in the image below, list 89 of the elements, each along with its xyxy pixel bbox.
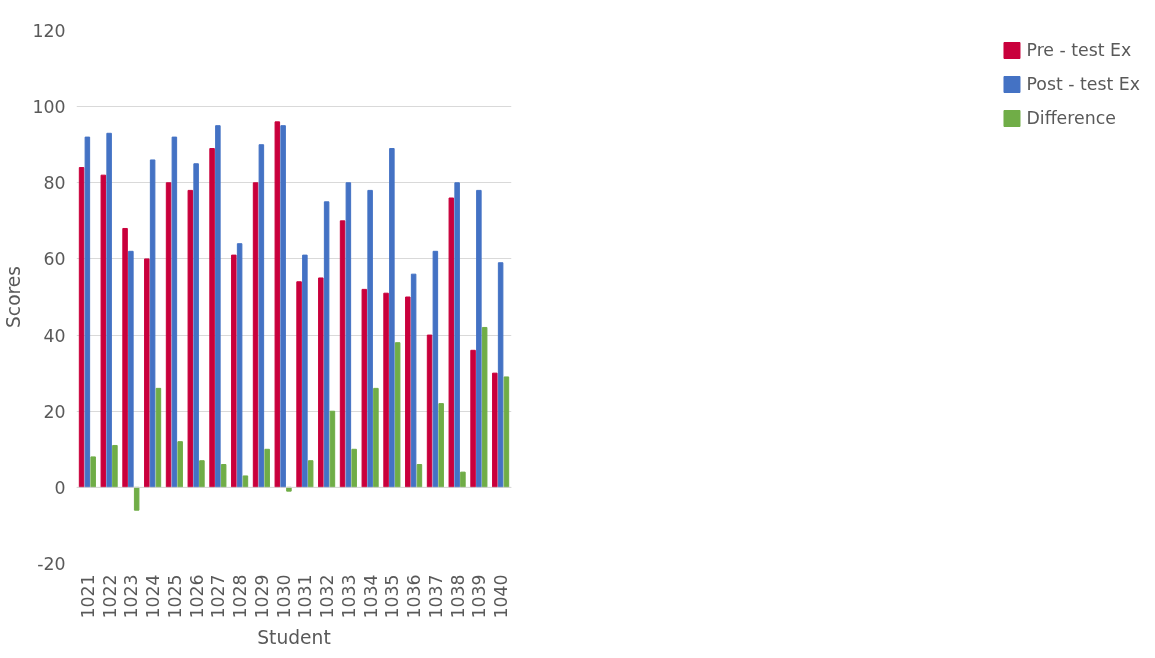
bar [405, 296, 411, 488]
bar [351, 448, 357, 488]
x-tick-label: 1027 [208, 574, 229, 619]
bar [187, 189, 194, 488]
bar [128, 250, 134, 488]
bar [280, 125, 286, 488]
x-tick-label: 1032 [317, 574, 338, 619]
bar [361, 288, 368, 488]
bar [339, 220, 346, 488]
bar [165, 182, 172, 488]
bar [296, 281, 302, 488]
y-tick-label: 100 [32, 97, 66, 118]
x-tick-label: 1036 [404, 574, 425, 619]
bar [460, 471, 466, 488]
x-tick-label: 1021 [77, 574, 98, 619]
x-tick-label: 1040 [491, 574, 512, 619]
bar [155, 387, 162, 488]
x-tick-label: 1038 [447, 574, 468, 619]
bar [106, 132, 112, 488]
bar [78, 167, 85, 488]
bar [258, 144, 265, 488]
bar [90, 456, 96, 488]
bar [426, 334, 433, 488]
x-tick-label: 1037 [425, 574, 446, 619]
x-tick-label: 1035 [382, 574, 403, 619]
bar [264, 448, 270, 488]
bar [503, 376, 510, 488]
bar [432, 250, 439, 488]
bar [209, 148, 215, 488]
bar [100, 174, 107, 488]
bar [373, 387, 379, 488]
y-tick-label: 20 [43, 401, 66, 422]
bar [199, 460, 205, 488]
bar [438, 403, 444, 488]
bar [454, 182, 460, 488]
bar [323, 201, 330, 488]
bar [481, 326, 488, 488]
x-tick-label: 1025 [164, 574, 185, 619]
bar [193, 163, 199, 488]
bar [215, 125, 221, 488]
y-tick-label: 80 [43, 173, 66, 194]
y-tick-label: 0 [54, 477, 66, 498]
y-tick-label: -20 [37, 554, 66, 574]
bar [144, 258, 150, 488]
bar [84, 136, 91, 488]
x-tick-label: 1028 [230, 574, 251, 619]
bar [149, 159, 156, 488]
bar [236, 243, 243, 488]
bar [394, 342, 401, 488]
bar [252, 182, 259, 488]
bar [410, 273, 417, 488]
bar [274, 121, 281, 488]
legend-label: Pre - test Ex [1026, 40, 1132, 60]
bar [470, 349, 476, 488]
bar [318, 277, 324, 488]
x-tick-label: 1023 [121, 574, 142, 619]
x-tick-label: 1030 [273, 574, 294, 619]
x-tick-label: 1031 [295, 574, 316, 619]
bar [177, 441, 183, 488]
bar [448, 197, 455, 488]
bar [367, 189, 373, 488]
bar [497, 262, 504, 488]
x-tick-label: 1026 [186, 574, 207, 619]
bar [492, 372, 498, 488]
bar [133, 486, 140, 511]
bar [302, 254, 308, 488]
x-tick-label: 1033 [338, 574, 359, 619]
bar [171, 136, 178, 488]
bar [389, 148, 395, 488]
bar [122, 227, 128, 488]
bar [231, 254, 237, 488]
x-tick-label: 1024 [143, 574, 164, 619]
x-tick-label: 1029 [251, 574, 272, 619]
legend-label: Post - test Ex [1026, 74, 1140, 94]
x-tick-label: 1022 [99, 574, 120, 619]
y-tick-label: 40 [43, 325, 66, 346]
y-tick-label: 120 [32, 21, 66, 41]
legend-label: Difference [1026, 108, 1116, 128]
bar [476, 189, 482, 488]
bar [220, 464, 227, 488]
x-tick-label: 1034 [360, 574, 381, 619]
x-axis-title: Student [257, 626, 331, 648]
bar [307, 460, 314, 488]
bar [345, 182, 352, 488]
x-tick-label: 1039 [469, 574, 490, 619]
y-tick-label: 60 [43, 249, 66, 270]
bar [112, 444, 118, 488]
y-axis-title: Scores [3, 266, 25, 328]
bar [383, 292, 389, 488]
